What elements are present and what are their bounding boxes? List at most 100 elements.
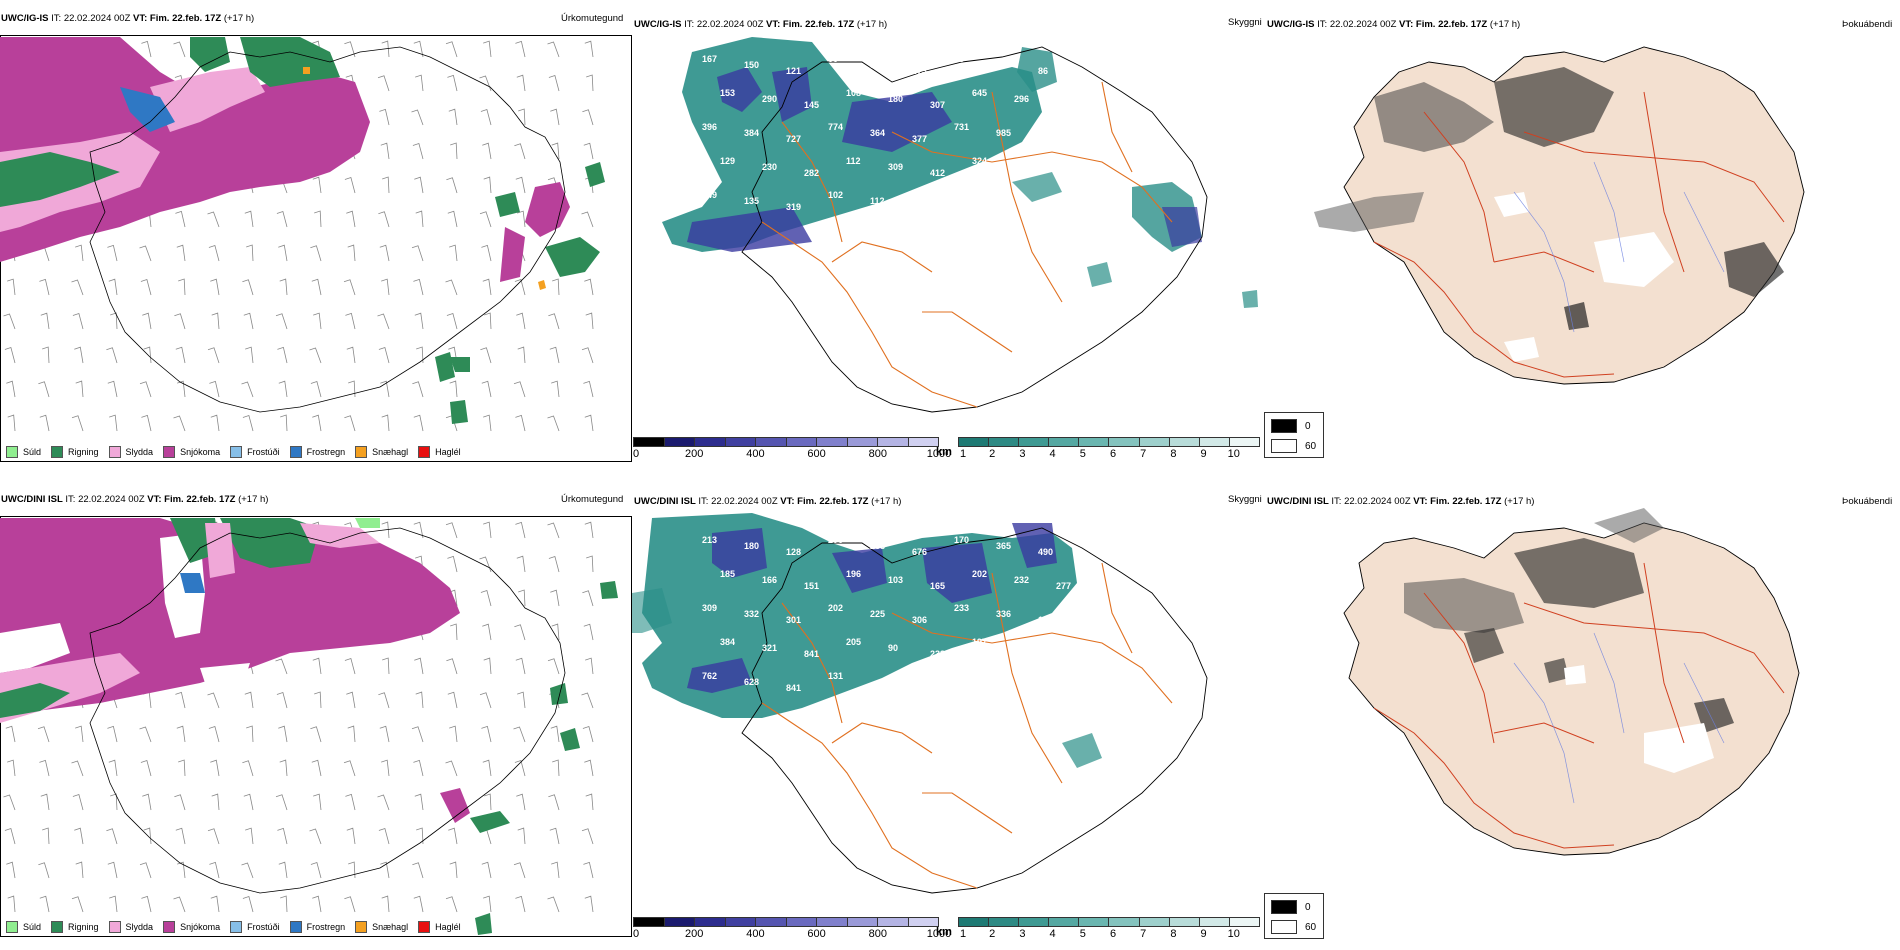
colorbar-cell (695, 438, 726, 446)
legend-swatch (418, 921, 431, 933)
wind-barb (280, 414, 288, 432)
ceiling-label: 233 (930, 649, 945, 659)
wind-barb (381, 40, 390, 58)
colorbar-cell (989, 438, 1020, 446)
row2-visibility-colorbar: 1 2 3 4 5 6 7 8 9 10 km (936, 917, 1260, 943)
ceiling-label: 762 (702, 671, 717, 681)
row2-precip-legend: Súld Rigning Slydda Snjókoma Frostúði Frostre… (6, 919, 461, 935)
colorbar-cell (847, 438, 878, 446)
wind-barb (413, 414, 424, 432)
wind-barb (480, 347, 492, 364)
wind-barb (178, 759, 186, 777)
row2-fog-map[interactable] (1264, 493, 1900, 950)
row1-precip-map[interactable] (0, 12, 632, 462)
wind-barb (39, 895, 50, 913)
colorbar-cell (817, 438, 848, 446)
wind-barb (550, 589, 560, 607)
wind-barb (5, 725, 16, 743)
row1-visibility-map[interactable]: 1671501215539447373888615329014510818030… (632, 12, 1264, 462)
wind-barb (380, 142, 390, 160)
wind-barb (207, 347, 220, 364)
wind-barb (312, 657, 322, 675)
wind-barb (516, 793, 526, 811)
fog-legend-swatch (1271, 920, 1297, 934)
fog-legend-row: 0 (1271, 900, 1311, 914)
legend-item: Frostregn (289, 446, 345, 458)
wind-barb (278, 380, 288, 398)
ceiling-label: 324 (972, 156, 987, 166)
wind-barb (382, 657, 390, 675)
wind-barb (4, 827, 16, 845)
colorbar-tick: 800 (868, 928, 887, 940)
ceiling-label: 233 (954, 603, 969, 613)
ceiling-label: 112 (870, 196, 885, 206)
row1-fog-map[interactable] (1264, 12, 1900, 462)
colorbar-tick: 7 (1140, 448, 1147, 460)
ceiling-label: 129 (720, 156, 735, 166)
wind-barb (244, 210, 254, 228)
wind-barb (37, 726, 50, 743)
wind-barb (515, 521, 526, 539)
legend-label: Frostúði (247, 922, 280, 932)
wind-barb (481, 725, 492, 743)
wind-barb (106, 828, 118, 845)
wind-barb (7, 895, 16, 913)
wind-barb (310, 726, 322, 743)
wind-barb (275, 658, 288, 675)
wind-barb (585, 657, 594, 675)
wind-barb (245, 346, 254, 364)
wind-barb (551, 861, 560, 879)
wind-barb (245, 827, 254, 845)
wind-barb (378, 827, 390, 845)
wind-barb (246, 725, 254, 743)
legend-item: Rigning (51, 921, 99, 933)
legend-label: Súld (23, 447, 42, 457)
wind-barb (480, 589, 492, 607)
wind-barb (449, 725, 458, 743)
ceiling-label: 306 (912, 615, 927, 625)
wind-barb (4, 346, 16, 364)
ceiling-label: 145 (804, 100, 819, 110)
wind-barb (483, 657, 492, 675)
wind-barb (381, 278, 390, 296)
row2-precip-map[interactable] (0, 493, 632, 950)
wind-barb (381, 521, 390, 539)
colorbar-cell (1079, 918, 1110, 926)
wind-barb (412, 142, 424, 160)
colorbar-tick: 1 (960, 928, 967, 940)
wind-barb (516, 555, 526, 573)
legend-label: Súld (23, 922, 42, 932)
wind-barb (515, 895, 526, 913)
wind-barb (380, 861, 390, 879)
wind-barb (483, 521, 492, 539)
wind-barb (139, 381, 152, 398)
colorbar-tick: 7 (1140, 928, 1147, 940)
colorbar-tick: 600 (807, 448, 826, 460)
colorbar-cell (989, 918, 1020, 926)
wind-barb (141, 895, 152, 913)
wind-barb (242, 279, 254, 296)
wind-barb (582, 725, 594, 743)
wind-barb (344, 176, 356, 194)
colorbar-tick: 6 (1109, 448, 1117, 460)
wind-barb (413, 759, 424, 777)
colorbar-tick: 10 (1227, 448, 1240, 460)
ceiling-label: 473 (912, 66, 927, 76)
wind-barb (310, 380, 322, 398)
wind-barb (480, 108, 492, 126)
ceiling-label: 490 (1038, 547, 1053, 557)
ceiling-label: 724 (1056, 649, 1071, 659)
row2-visibility-map[interactable]: 2131801282962886761703654901851661511961… (632, 493, 1264, 950)
wind-barb (413, 895, 424, 913)
fog-legend-row: 60 (1271, 920, 1316, 934)
ceiling-label: 73 (954, 54, 964, 64)
ceiling-label: 119 (1014, 162, 1029, 172)
wind-barb (514, 759, 526, 777)
wind-barb (381, 895, 390, 913)
wind-barb (584, 40, 594, 58)
wind-barb (482, 278, 492, 296)
wind-barb (39, 759, 50, 777)
wind-barb (42, 346, 50, 364)
row1-visibility-title: Skyggni (1228, 17, 1262, 28)
wind-barb (479, 692, 492, 709)
